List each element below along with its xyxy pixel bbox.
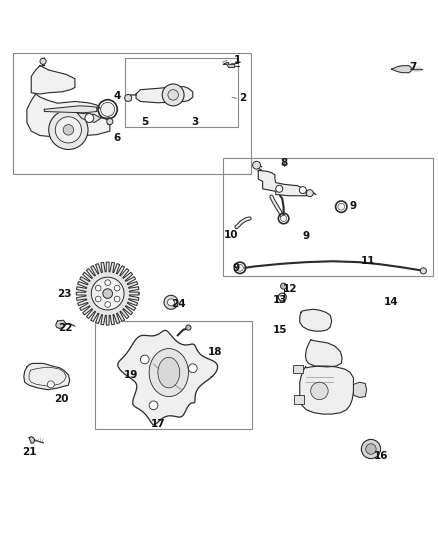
Bar bbox=[13, 53, 251, 174]
Circle shape bbox=[311, 382, 328, 400]
Polygon shape bbox=[24, 364, 70, 390]
Bar bbox=[294, 395, 304, 404]
Text: 12: 12 bbox=[283, 284, 297, 294]
Circle shape bbox=[281, 283, 287, 289]
Text: 7: 7 bbox=[410, 61, 417, 71]
Circle shape bbox=[276, 185, 283, 192]
Bar bbox=[95, 321, 252, 429]
Text: 22: 22 bbox=[58, 324, 72, 334]
Polygon shape bbox=[258, 171, 306, 196]
Text: 23: 23 bbox=[57, 288, 72, 298]
Text: 1: 1 bbox=[234, 55, 241, 66]
Text: 9: 9 bbox=[303, 231, 310, 241]
Circle shape bbox=[149, 401, 158, 410]
Text: 9: 9 bbox=[350, 201, 357, 211]
Polygon shape bbox=[44, 106, 97, 113]
Text: 14: 14 bbox=[384, 297, 399, 308]
Circle shape bbox=[361, 439, 381, 458]
Circle shape bbox=[103, 289, 113, 298]
Polygon shape bbox=[353, 382, 367, 398]
Circle shape bbox=[253, 161, 261, 169]
Circle shape bbox=[63, 125, 74, 135]
Circle shape bbox=[188, 364, 197, 373]
Circle shape bbox=[186, 325, 191, 330]
Text: 18: 18 bbox=[207, 346, 222, 357]
Circle shape bbox=[101, 102, 115, 116]
Circle shape bbox=[420, 268, 426, 274]
Circle shape bbox=[164, 295, 178, 309]
Text: 13: 13 bbox=[273, 295, 287, 305]
Circle shape bbox=[91, 277, 124, 310]
Text: 17: 17 bbox=[151, 419, 165, 429]
Polygon shape bbox=[27, 94, 110, 136]
Circle shape bbox=[162, 84, 184, 106]
Circle shape bbox=[338, 203, 345, 210]
Polygon shape bbox=[76, 262, 139, 325]
Polygon shape bbox=[300, 366, 353, 414]
Circle shape bbox=[107, 118, 113, 125]
Circle shape bbox=[95, 296, 101, 302]
Circle shape bbox=[85, 114, 94, 123]
Circle shape bbox=[125, 94, 132, 101]
Bar bbox=[125, 58, 238, 127]
Circle shape bbox=[306, 190, 313, 197]
Circle shape bbox=[55, 117, 81, 143]
Circle shape bbox=[280, 215, 287, 222]
Circle shape bbox=[299, 187, 306, 193]
Polygon shape bbox=[56, 320, 65, 328]
Circle shape bbox=[47, 381, 54, 388]
Text: 6: 6 bbox=[113, 133, 121, 143]
Polygon shape bbox=[392, 66, 411, 72]
Text: 19: 19 bbox=[124, 370, 138, 380]
Circle shape bbox=[237, 264, 244, 271]
Text: 16: 16 bbox=[374, 451, 389, 462]
Text: 2: 2 bbox=[239, 93, 246, 103]
Circle shape bbox=[168, 90, 178, 100]
Circle shape bbox=[366, 444, 376, 454]
Polygon shape bbox=[77, 113, 101, 123]
Text: 5: 5 bbox=[141, 117, 148, 127]
Polygon shape bbox=[118, 330, 218, 425]
Text: 9: 9 bbox=[233, 263, 240, 273]
Text: 24: 24 bbox=[172, 299, 186, 309]
Polygon shape bbox=[223, 62, 235, 67]
Text: 21: 21 bbox=[22, 447, 36, 457]
Circle shape bbox=[95, 285, 101, 291]
Text: 3: 3 bbox=[191, 117, 198, 127]
Circle shape bbox=[105, 302, 110, 308]
Polygon shape bbox=[136, 87, 193, 103]
Text: 10: 10 bbox=[224, 230, 239, 240]
Text: 8: 8 bbox=[281, 158, 288, 167]
Bar bbox=[293, 365, 303, 374]
Text: 20: 20 bbox=[54, 394, 68, 404]
Circle shape bbox=[40, 58, 46, 64]
Ellipse shape bbox=[149, 349, 188, 397]
Ellipse shape bbox=[158, 357, 180, 388]
Circle shape bbox=[114, 296, 120, 302]
Text: 4: 4 bbox=[113, 91, 121, 101]
Text: 15: 15 bbox=[273, 325, 287, 335]
Polygon shape bbox=[31, 66, 75, 94]
Circle shape bbox=[49, 110, 88, 149]
Bar bbox=[223, 158, 433, 276]
Polygon shape bbox=[300, 309, 332, 331]
Circle shape bbox=[167, 299, 174, 306]
Circle shape bbox=[141, 355, 149, 364]
Polygon shape bbox=[305, 340, 342, 367]
Circle shape bbox=[114, 285, 120, 291]
Text: 11: 11 bbox=[361, 256, 375, 266]
Circle shape bbox=[105, 280, 110, 286]
Polygon shape bbox=[29, 437, 35, 443]
